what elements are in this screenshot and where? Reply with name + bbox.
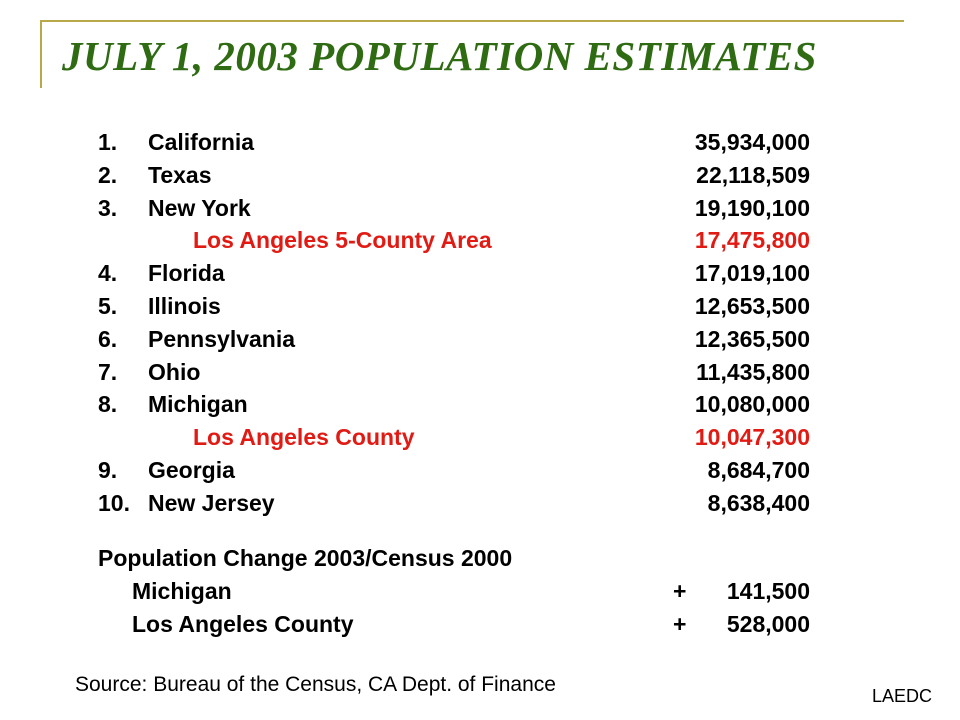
list-item: 7. Ohio 11,435,800 [98, 356, 810, 389]
list-item: 3. New York 19,190,100 [98, 192, 810, 225]
population-list: 1. California 35,934,000 2. Texas 22,118… [98, 126, 810, 520]
rank: 10. [98, 489, 130, 516]
population-value: 17,019,100 [694, 260, 810, 287]
rank: 6. [98, 325, 118, 352]
population-value: 10,080,000 [694, 391, 810, 418]
state-name: Georgia [148, 456, 235, 483]
state-name: Illinois [148, 292, 221, 319]
frame-top-rule [40, 20, 904, 22]
population-value: 22,118,509 [696, 161, 810, 188]
change-sign: + [673, 577, 687, 604]
state-name: California [148, 129, 255, 155]
list-item: 8. Michigan 10,080,000 [98, 388, 810, 421]
list-item-highlight: Los Angeles 5-County Area 17,475,800 [98, 224, 810, 257]
page-title: JULY 1, 2003 POPULATION ESTIMATES [62, 33, 817, 79]
population-change-section: Population Change 2003/Census 2000 Michi… [98, 542, 810, 640]
rank: 3. [98, 194, 118, 221]
change-item: Michigan + 141,500 [98, 575, 810, 608]
state-name: Michigan [148, 391, 248, 418]
region-name: Los Angeles 5-County Area [193, 227, 492, 254]
list-item: 4. Florida 17,019,100 [98, 257, 810, 290]
change-value: 141,500 [726, 577, 810, 604]
organization-label: LAEDC [871, 686, 932, 706]
population-value: 17,475,800 [694, 227, 810, 254]
population-value: 11,435,800 [696, 358, 810, 385]
state-name: Ohio [148, 358, 201, 385]
state-name: New Jersey [148, 489, 275, 516]
rank: 4. [98, 260, 118, 287]
change-name: Michigan [132, 577, 232, 604]
rank: 2. [98, 161, 118, 188]
change-sign: + [673, 610, 687, 637]
state-name: Texas [148, 161, 212, 188]
population-value: 8,638,400 [707, 489, 810, 516]
population-value: 19,190,100 [694, 194, 810, 221]
frame-left-rule [40, 20, 42, 88]
list-item: 10. New Jersey 8,638,400 [98, 487, 810, 520]
state-name: Florida [148, 260, 225, 287]
rank: 1. [98, 129, 118, 155]
rank: 7. [98, 358, 118, 385]
change-item: Los Angeles County + 528,000 [98, 608, 810, 641]
rank: 9. [98, 456, 118, 483]
rank: 5. [98, 292, 118, 319]
section-heading: Population Change 2003/Census 2000 [98, 545, 513, 571]
population-value: 8,684,700 [707, 456, 810, 483]
population-value: 35,934,000 [694, 129, 810, 155]
change-name: Los Angeles County [132, 610, 354, 637]
source-note: Source: Bureau of the Census, CA Dept. o… [75, 673, 556, 696]
list-item-highlight: Los Angeles County 10,047,300 [98, 421, 810, 454]
population-value: 12,365,500 [694, 325, 810, 352]
list-item: 9. Georgia 8,684,700 [98, 454, 810, 487]
region-name: Los Angeles County [193, 424, 415, 451]
list-item: 2. Texas 22,118,509 [98, 159, 810, 192]
list-item: 1. California 35,934,000 [98, 126, 810, 159]
list-item: 5. Illinois 12,653,500 [98, 290, 810, 323]
population-value: 10,047,300 [694, 424, 810, 451]
population-value: 12,653,500 [694, 292, 810, 319]
state-name: New York [148, 194, 251, 221]
change-value: 528,000 [726, 610, 810, 637]
state-name: Pennsylvania [148, 325, 296, 352]
list-item: 6. Pennsylvania 12,365,500 [98, 323, 810, 356]
rank: 8. [98, 391, 118, 418]
